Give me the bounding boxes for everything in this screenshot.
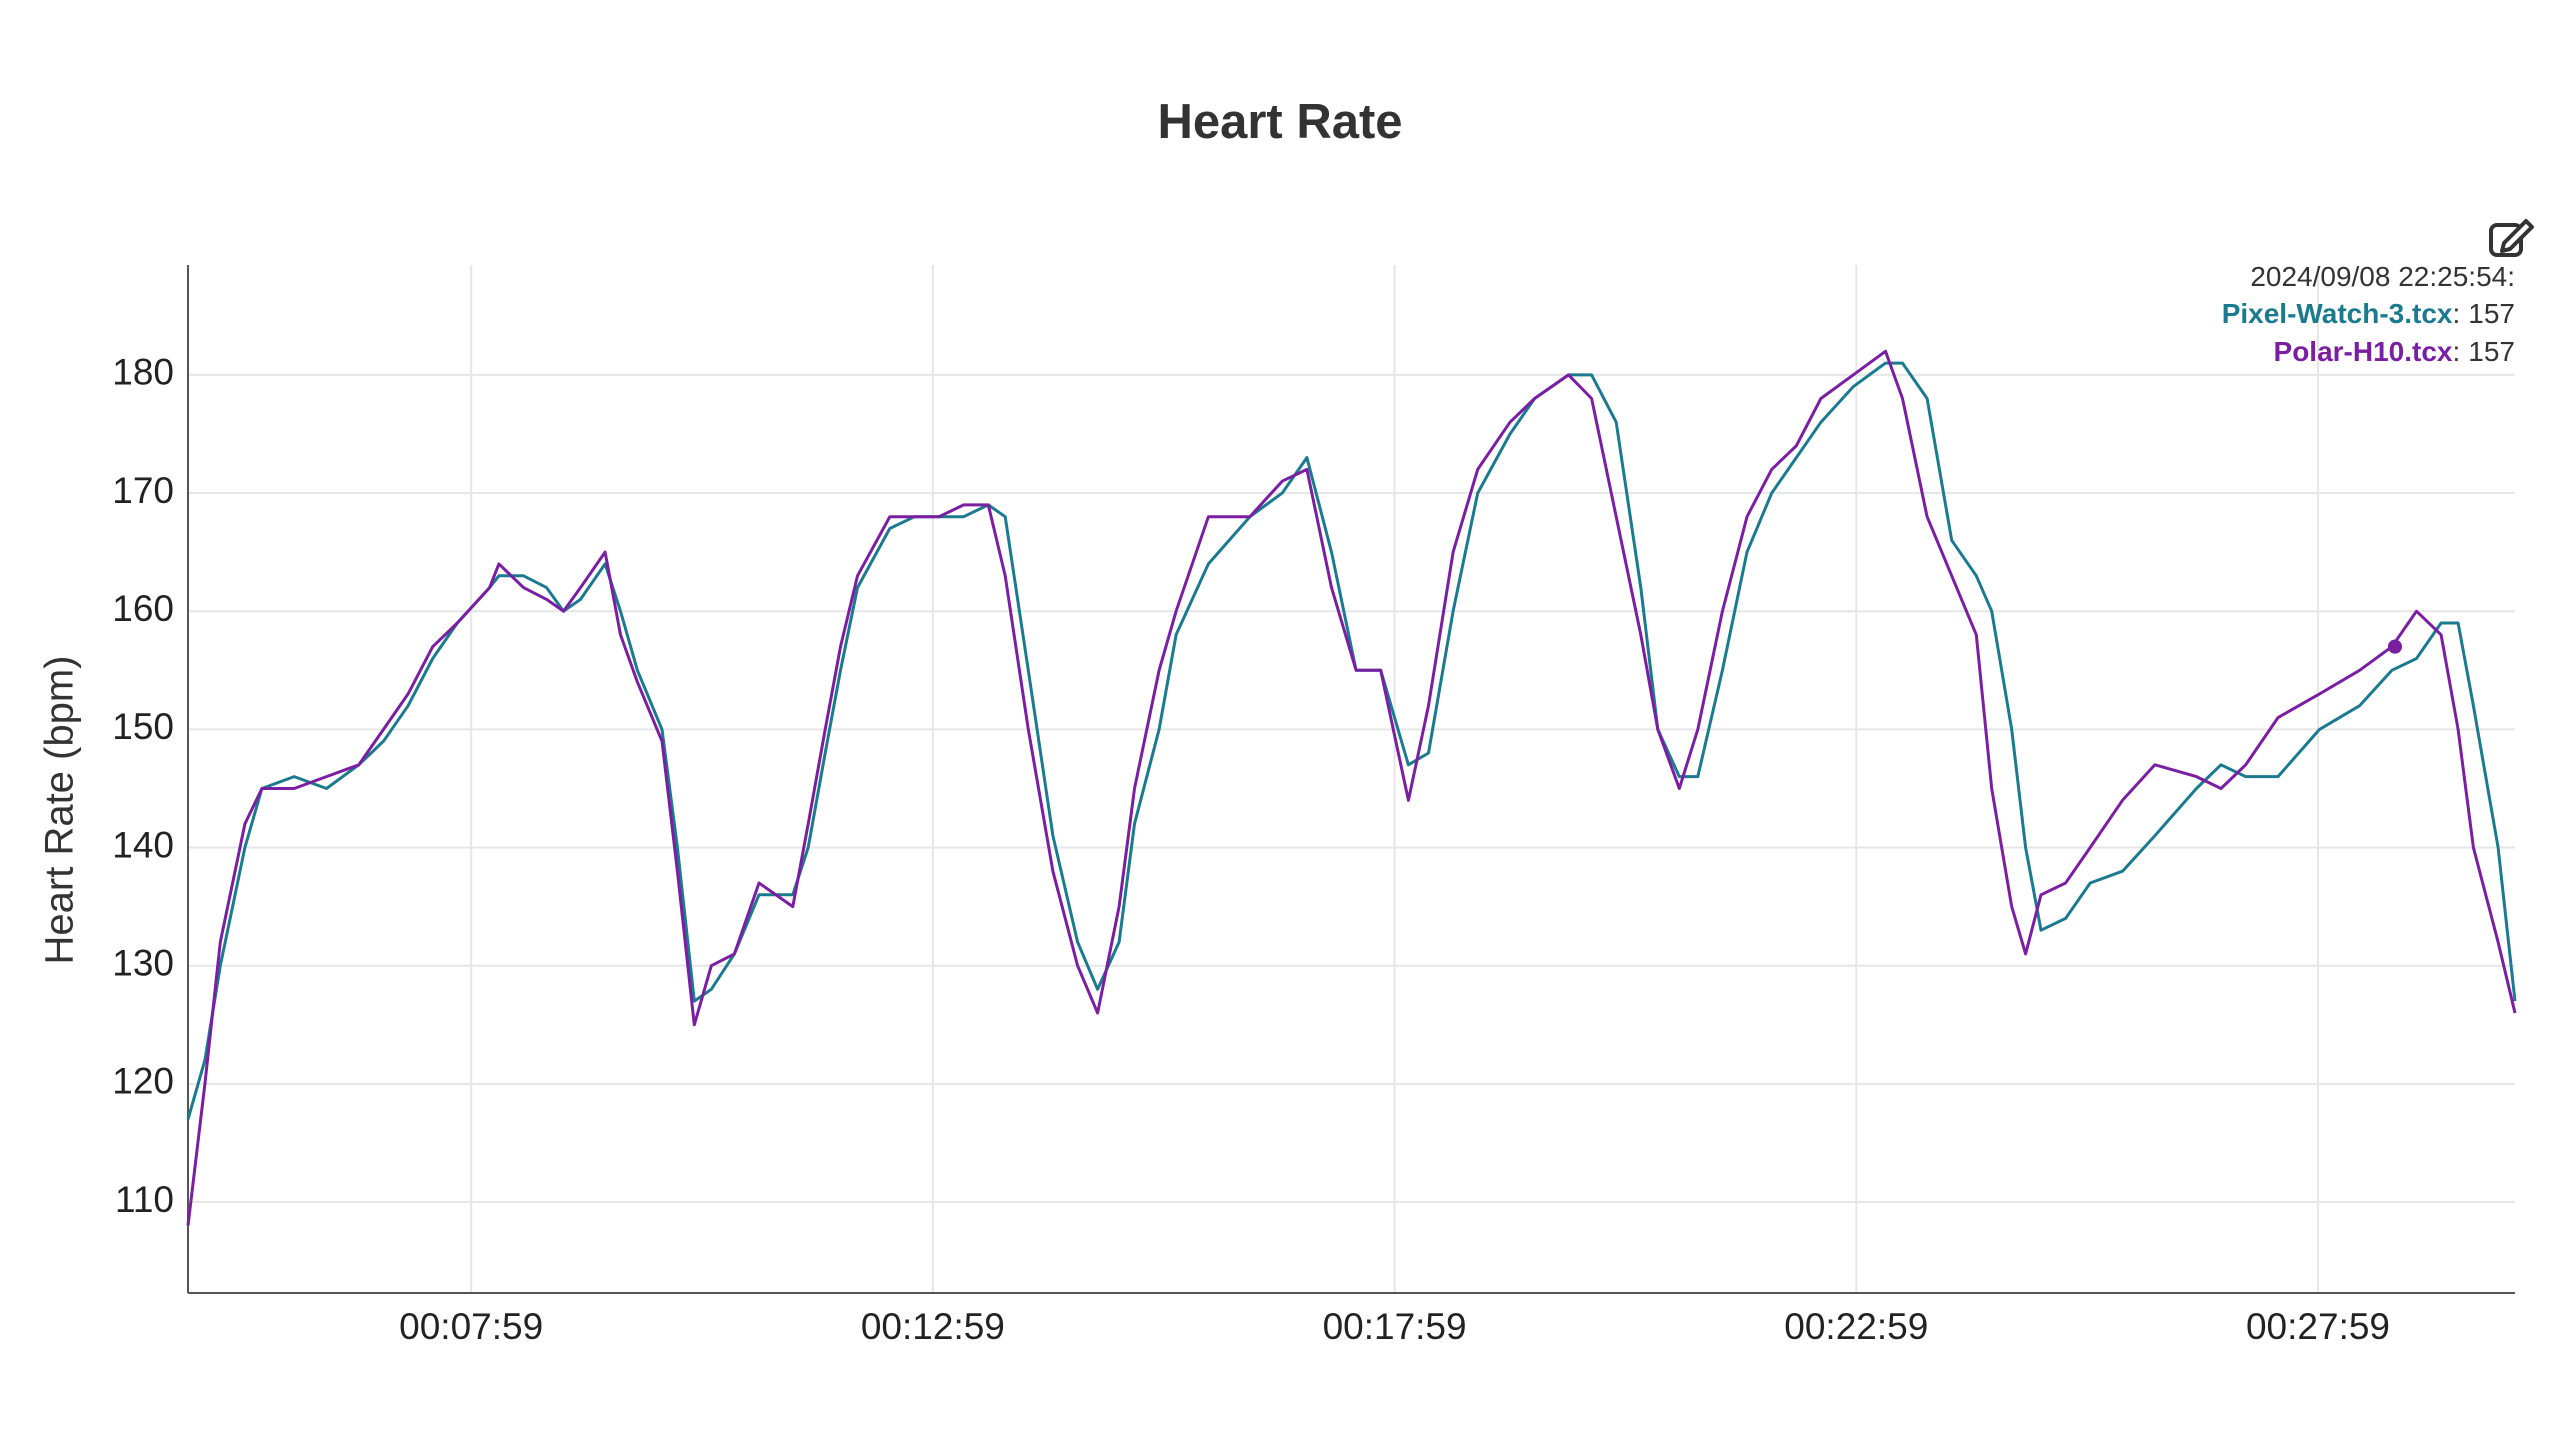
chart-title: Heart Rate	[1157, 95, 1402, 149]
series-line	[186, 361, 2517, 1120]
x-tick-label: 00:07:59	[399, 1306, 543, 1347]
plot-area	[186, 349, 2517, 1226]
hover-separator: :	[2453, 336, 2461, 367]
hover-point	[2387, 639, 2402, 654]
y-tick-label: 170	[112, 470, 174, 511]
x-tick-label: 00:22:59	[1784, 1306, 1928, 1347]
hover-value: 157	[2468, 336, 2515, 367]
edit-icon[interactable]	[2489, 219, 2534, 257]
hover-series-name: Polar-H10.tcx	[2274, 336, 2453, 367]
hover-series-name: Pixel-Watch-3.tcx	[2222, 298, 2453, 329]
hover-entry: Pixel-Watch-3.tcx: 157	[2222, 298, 2515, 329]
hover-label: 2024/09/08 22:25:54:	[2250, 261, 2515, 292]
series-line	[186, 349, 2517, 1226]
hover-separator: :	[2453, 298, 2461, 329]
x-tick-label: 00:12:59	[861, 1306, 1005, 1347]
y-tick-label: 120	[112, 1061, 174, 1102]
y-tick-label: 150	[112, 706, 174, 747]
hover-value: 157	[2468, 298, 2515, 329]
y-tick-label: 130	[112, 942, 174, 983]
hover-entry: Polar-H10.tcx: 157	[2274, 336, 2515, 367]
x-tick-label: 00:17:59	[1323, 1306, 1467, 1347]
y-tick-label: 180	[112, 352, 174, 393]
y-tick-label: 140	[112, 824, 174, 865]
hover-tooltip: 2024/09/08 22:25:54: Pixel-Watch-3.tcx: 15…	[2222, 261, 2515, 367]
y-tick-label: 160	[112, 588, 174, 629]
y-tick-label: 110	[115, 1179, 174, 1220]
y-axis-label: Heart Rate (bpm)	[38, 656, 82, 965]
grid: 110 120 130 140 150 160 170 180 00:07:59 00:12:59…	[112, 265, 2515, 1347]
x-tick-label: 00:27:59	[2246, 1306, 2390, 1347]
